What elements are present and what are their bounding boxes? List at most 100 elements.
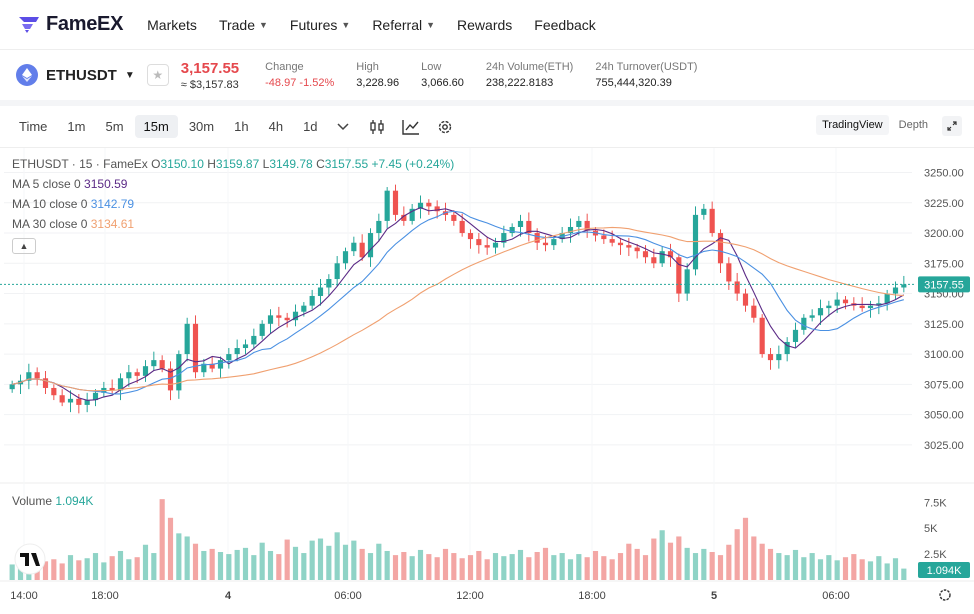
volume-bar	[117, 550, 124, 580]
nav-futures-label: Futures	[289, 16, 338, 33]
volume-bar	[442, 548, 449, 580]
nav-futures[interactable]: Futures ▼	[290, 17, 350, 33]
candle-body	[676, 257, 682, 294]
candle-body	[334, 263, 340, 280]
tf-1m[interactable]: 1m	[67, 119, 86, 134]
legend-title: ETHUSDT · 15 · FameEx	[12, 157, 148, 171]
candle-body	[626, 245, 632, 248]
candle-body	[759, 317, 765, 355]
pair-selector[interactable]: ETHUSDT ▼	[16, 64, 135, 86]
candle-body	[201, 363, 207, 373]
volume-bar	[809, 553, 815, 580]
volume-bar	[692, 553, 699, 580]
candle-body	[209, 363, 215, 369]
candle-body	[167, 368, 174, 391]
time-tick-label: 18:00	[578, 590, 606, 602]
candle-body	[392, 190, 399, 215]
collapse-legend-button[interactable]: ▲	[12, 238, 36, 254]
tf-4h[interactable]: 4h	[268, 119, 284, 134]
volume-bar	[684, 547, 690, 580]
nav-referral[interactable]: Referral ▼	[372, 17, 435, 33]
candle-body	[801, 317, 807, 330]
volume-bar	[326, 545, 332, 580]
high-value: 3159.87	[215, 157, 260, 171]
chart-area[interactable]: 3250.00 3225.00 3200.00 3175.00 3150.00 3125.…	[0, 148, 974, 613]
volume-bar	[559, 553, 565, 580]
candle-body	[784, 341, 790, 355]
candle-body	[284, 317, 290, 321]
close-label: C	[316, 157, 325, 171]
top-nav: FameEX Markets Trade ▼ Futures ▼ Referral ▼…	[0, 0, 974, 50]
stat-volume-label: 24h Volume(ETH)	[485, 61, 574, 73]
volume-bar	[317, 538, 324, 580]
nav-rewards[interactable]: Rewards	[457, 17, 512, 33]
candle-body	[384, 190, 390, 221]
chevron-down-icon: ▼	[426, 19, 436, 30]
candlestick-icon[interactable]	[367, 117, 387, 137]
price-tick-label: 3025.00	[924, 440, 964, 452]
candle-body	[409, 208, 415, 221]
stat-turnover-label: 24h Turnover(USDT)	[595, 61, 698, 73]
candle-body	[276, 315, 282, 318]
tradingview-logo-icon	[14, 543, 46, 575]
tf-1h[interactable]: 1h	[234, 119, 249, 134]
candle-body	[151, 360, 157, 367]
volume-bar	[309, 540, 315, 580]
tf-time[interactable]: Time	[19, 119, 48, 134]
candle-body	[476, 239, 482, 246]
volume-bar	[167, 517, 174, 580]
tf-1d[interactable]: 1d	[303, 119, 318, 134]
volume-bar	[542, 547, 549, 580]
fameex-logo[interactable]: FameEX	[18, 13, 123, 36]
volume-bar	[392, 555, 399, 580]
volume-bar	[417, 549, 424, 580]
view-depth[interactable]: Depth	[898, 119, 928, 131]
candle-body	[376, 220, 382, 234]
logo-mark-icon	[19, 16, 39, 33]
candle-body	[76, 398, 82, 405]
view-tradingview[interactable]: TradingView	[816, 115, 889, 135]
volume-bar	[701, 548, 707, 580]
candle-body	[651, 257, 657, 264]
volume-bar	[451, 553, 457, 580]
tf-15m[interactable]: 15m	[134, 115, 178, 138]
volume-bar	[242, 547, 249, 580]
volume-bar	[59, 563, 65, 580]
candle-body	[509, 226, 515, 234]
high-label: H	[207, 157, 216, 171]
stat-volume: 24h Volume(ETH) 238,222.8183	[486, 61, 573, 89]
indicators-icon[interactable]	[401, 117, 421, 137]
candle-body	[551, 239, 557, 246]
favorite-star-icon[interactable]: ★	[146, 64, 169, 86]
volume-bar	[67, 555, 74, 580]
volume-bar	[551, 555, 557, 580]
candle-body	[417, 202, 424, 209]
candle-body	[867, 305, 874, 309]
volume-tick-label: 5K	[924, 523, 938, 535]
volume-bar	[842, 557, 849, 580]
nav-markets[interactable]: Markets	[147, 17, 197, 33]
volume-tick-label: 2.5K	[924, 549, 947, 561]
last-price-label: 3157.55	[924, 279, 964, 291]
candle-body	[492, 242, 499, 248]
candlestick-chart[interactable]: 3250.003225.003200.003175.003150.003125.…	[0, 148, 974, 613]
gear-icon[interactable]	[435, 117, 455, 137]
candle-body	[709, 208, 715, 234]
tf-5m[interactable]: 5m	[105, 119, 124, 134]
candle-body	[142, 366, 149, 376]
expand-icon[interactable]	[942, 116, 962, 136]
tf-30m[interactable]: 30m	[188, 119, 215, 134]
nav-feedback[interactable]: Feedback	[534, 17, 595, 33]
volume-bar	[751, 536, 757, 580]
candle-body	[609, 239, 615, 243]
chevron-down-icon[interactable]	[333, 117, 353, 137]
candle-body	[342, 251, 349, 264]
candle-body	[434, 206, 440, 212]
time-tick-label: 14:00	[10, 590, 38, 602]
volume-value: 1.094K	[55, 494, 94, 508]
volume-bar	[401, 552, 407, 580]
last-price-badge	[918, 276, 970, 293]
candle-body	[584, 220, 590, 231]
nav-trade[interactable]: Trade ▼	[219, 17, 268, 33]
candle-body	[517, 220, 524, 227]
